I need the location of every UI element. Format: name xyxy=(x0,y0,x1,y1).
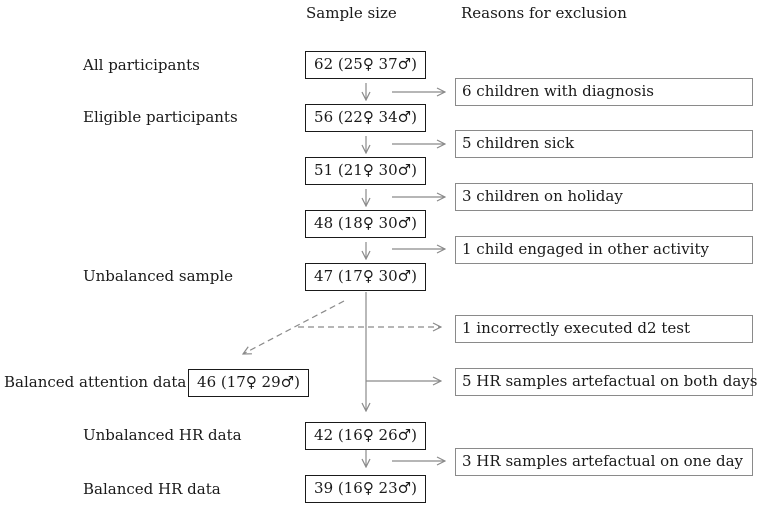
label-unbalanced-sample: Unbalanced sample xyxy=(83,267,234,285)
dashed-arrow-attention xyxy=(243,300,345,354)
count-box-balanced-hr: 39 (16♀ 23♂) xyxy=(305,475,426,503)
reason-box-hr-one: 3 HR samples artefactual on one day xyxy=(455,448,753,476)
label-all-participants: All participants xyxy=(83,56,200,74)
count-box-eligible: 56 (22♀ 34♂) xyxy=(305,104,426,132)
count-box-unbalanced-hr: 42 (16♀ 26♂) xyxy=(305,422,426,450)
label-balanced-hr: Balanced HR data xyxy=(83,480,221,498)
count-box-balanced-attention: 46 (17♀ 29♂) xyxy=(188,369,309,397)
reason-box-diagnosis: 6 children with diagnosis xyxy=(455,78,753,106)
reason-box-holiday: 3 children on holiday xyxy=(455,183,753,211)
reason-box-sick: 5 children sick xyxy=(455,130,753,158)
label-eligible-participants: Eligible participants xyxy=(83,108,238,126)
count-box-unbalanced: 47 (17♀ 30♂) xyxy=(305,263,426,291)
label-unbalanced-hr: Unbalanced HR data xyxy=(83,426,242,444)
reason-box-activity: 1 child engaged in other activity xyxy=(455,236,753,264)
count-box-after-holiday: 48 (18♀ 30♂) xyxy=(305,210,426,238)
reason-box-hr-both: 5 HR samples artefactual on both days xyxy=(455,368,757,396)
header-sample-size: Sample size xyxy=(306,4,397,22)
label-balanced-attention: Balanced attention data xyxy=(4,373,187,391)
count-box-after-sick: 51 (21♀ 30♂) xyxy=(305,157,426,185)
header-reasons: Reasons for exclusion xyxy=(461,4,627,22)
reason-box-d2: 1 incorrectly executed d2 test xyxy=(455,315,753,343)
count-box-all: 62 (25♀ 37♂) xyxy=(305,51,426,79)
